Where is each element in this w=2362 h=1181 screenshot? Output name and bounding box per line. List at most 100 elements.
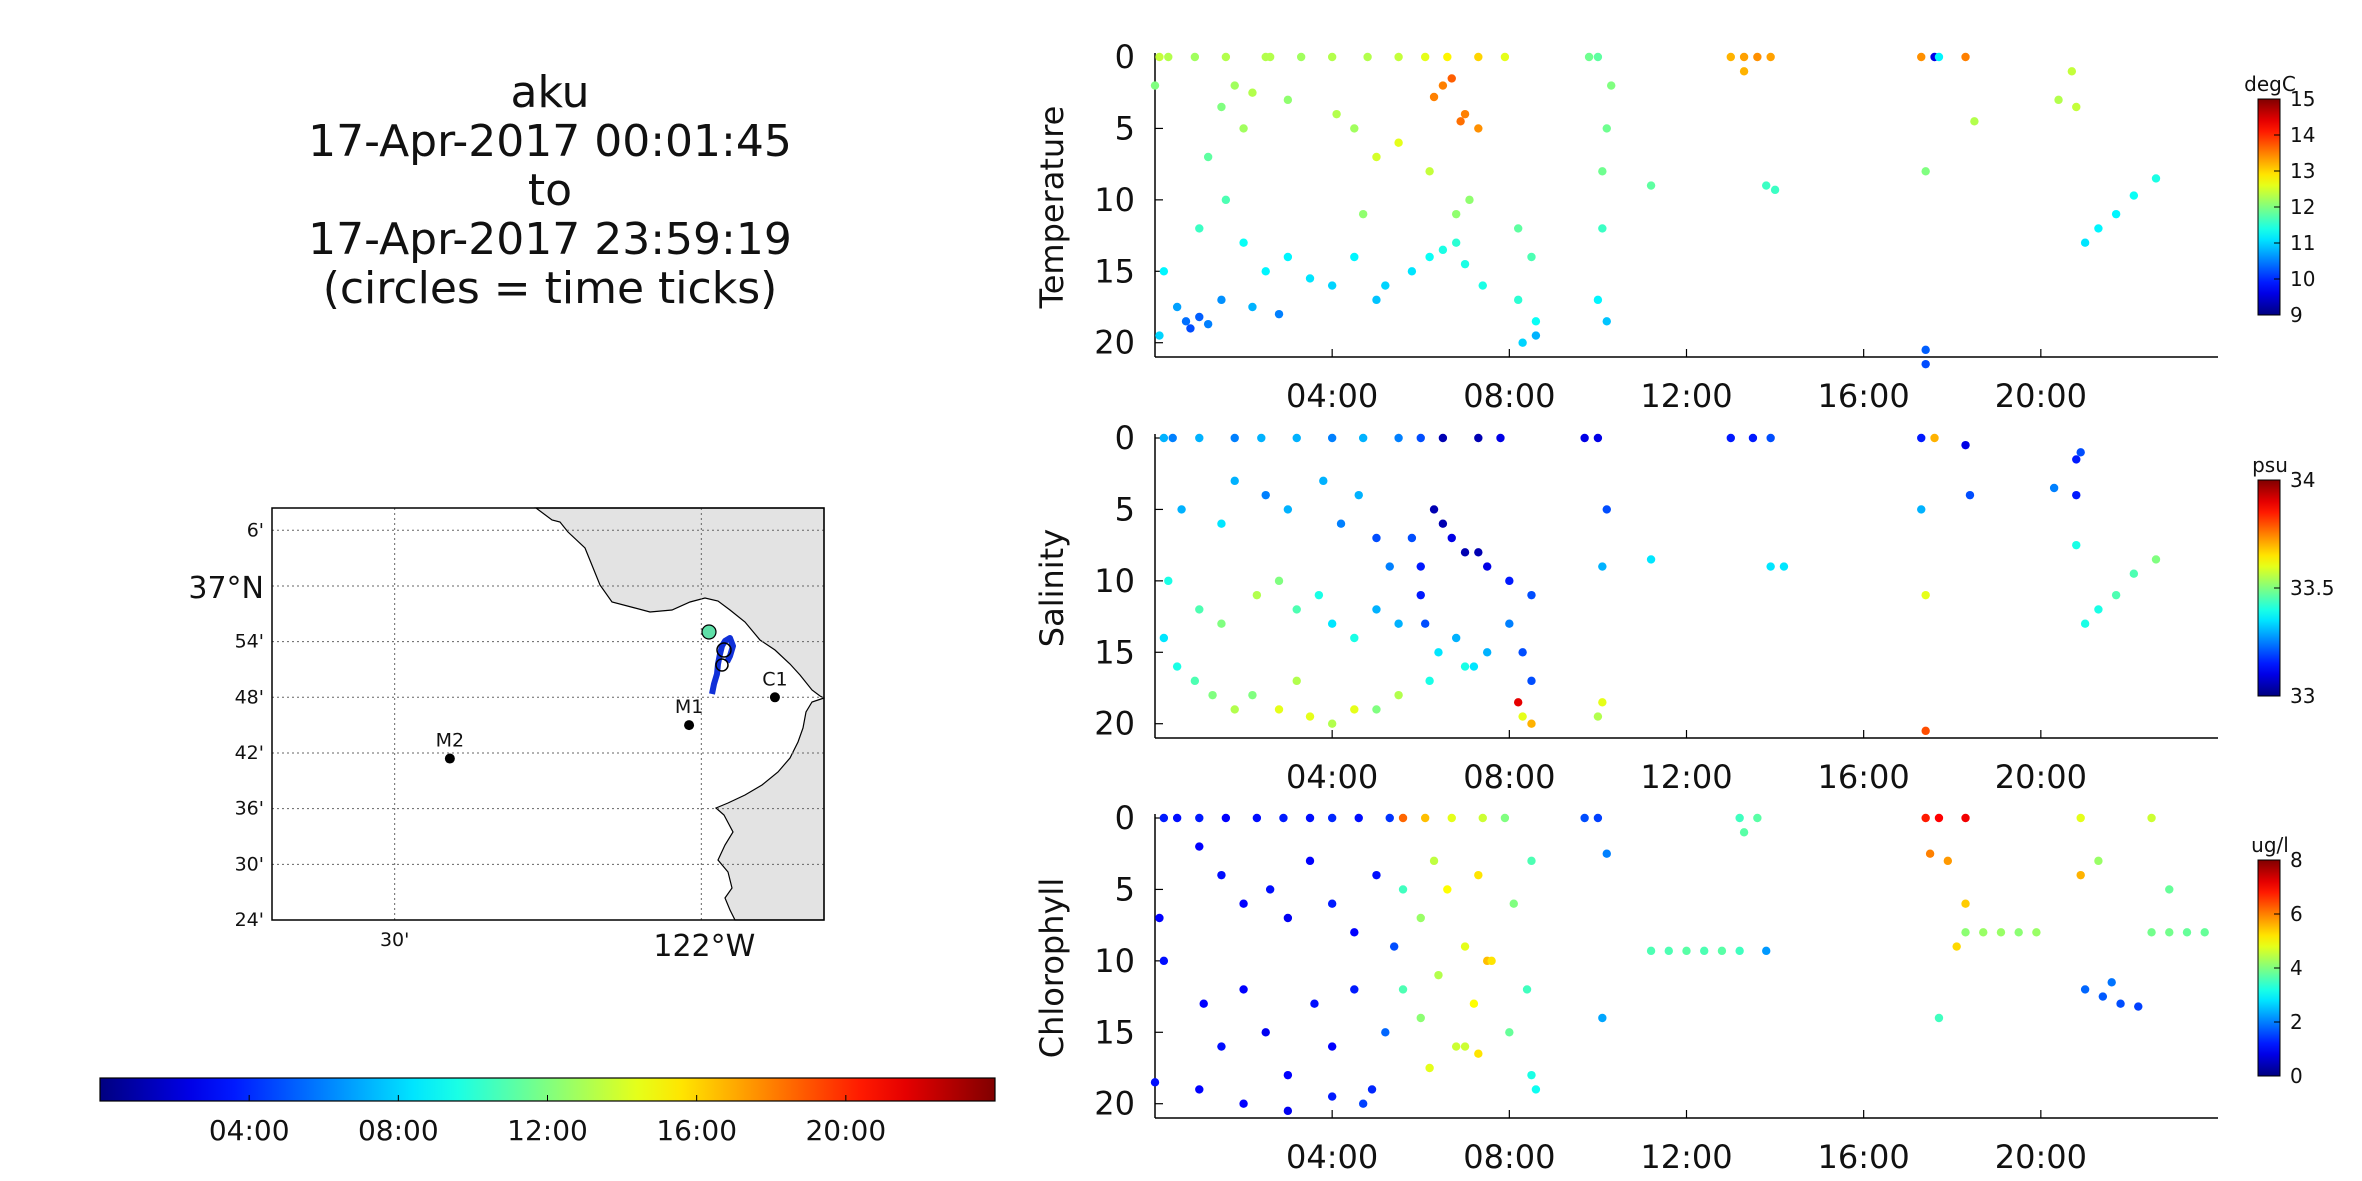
data-point [1327,433,1337,443]
data-point [1221,195,1231,205]
data-point [1279,813,1288,823]
data-point [1505,576,1514,586]
time-colorbar-tick-label: 08:00 [358,1114,439,1147]
x-tick-label: 20:00 [1995,377,2087,415]
data-point [1248,88,1257,97]
data-point [1372,295,1381,305]
data-point [1593,52,1603,62]
data-point [1602,849,1611,858]
data-point [1177,505,1186,514]
data-point [1500,52,1510,62]
colorbar-tick-label: 4 [2290,956,2303,980]
map-lat-label: 54' [235,631,264,653]
data-point [1327,719,1337,728]
data-point [2151,174,2161,183]
colorbar-unit: ug/l [2251,833,2289,857]
data-point [1447,533,1456,543]
map-lon-major-label: 122°W [653,929,755,964]
data-point [1164,576,1173,586]
data-point [1460,662,1470,671]
data-point [2182,928,2192,937]
data-point [1930,433,1939,443]
data-point [1283,1070,1293,1080]
data-point [1646,181,1656,190]
data-point [1438,433,1448,443]
data-point [1518,712,1527,721]
data-point [2094,605,2103,614]
data-point [1447,74,1456,83]
data-point [1248,302,1257,312]
data-point [1283,95,1293,105]
data-point [1917,505,1926,514]
y-tick-label: 10 [1094,181,1135,219]
track-start-marker [701,624,717,640]
data-point [2080,619,2090,628]
data-point [1159,633,1169,643]
data-point [1739,67,1749,76]
data-point [1598,698,1607,707]
data-point [1172,662,1182,671]
data-point [1682,946,1691,956]
data-point [1394,690,1403,700]
data-point [1239,1099,1248,1108]
data-point [1420,52,1430,62]
data-point [1416,562,1425,571]
data-point [1381,1028,1390,1037]
data-point [2054,95,2063,105]
map-frame [271,507,825,921]
data-point [1469,662,1479,671]
map-lat-label: 30' [235,853,264,875]
data-point [1252,813,1262,823]
data-point [1646,555,1656,564]
data-point [2116,999,2125,1008]
data-point [1389,942,1399,951]
data-point [1438,519,1448,528]
data-point [1292,605,1301,614]
data-point [1451,1042,1461,1051]
data-point [1155,913,1164,923]
y-tick-label: 0 [1115,799,1135,837]
data-point [1217,102,1226,112]
data-point [1593,712,1603,721]
data-point [1261,267,1270,276]
title-note: (circles = time ticks) [322,263,778,314]
data-point [1195,1085,1204,1094]
data-point [1327,899,1337,908]
data-point [1593,813,1603,823]
data-point [2107,978,2116,987]
data-point [1474,52,1483,62]
data-point [1460,109,1470,119]
data-point [1217,619,1226,628]
data-point [1350,633,1359,643]
data-point [1496,433,1505,443]
data-point [1394,619,1403,628]
data-point [1221,813,1231,823]
y-axis-label: Temperature [1033,106,1071,310]
data-point [1425,252,1434,262]
data-point [1598,224,1607,233]
data-point [1531,317,1541,326]
data-point [1283,913,1293,923]
data-point [1598,1013,1607,1023]
data-point [1420,813,1430,823]
data-point [1474,1049,1483,1058]
data-point [1195,842,1204,851]
data-point [1527,676,1536,686]
y-tick-label: 10 [1094,562,1135,600]
data-point [1965,490,1975,500]
data-point [2072,455,2081,464]
y-tick-label: 0 [1115,38,1135,76]
data-point [1425,1063,1434,1073]
y-tick-label: 20 [1094,1085,1135,1123]
data-point [1372,705,1381,714]
data-point [2080,238,2090,247]
data-point [1372,152,1381,162]
data-point [2072,102,2081,112]
time-tick-circle [716,642,732,658]
data-point [1416,1013,1425,1023]
y-tick-label: 15 [1094,1013,1135,1051]
data-point [1261,1028,1270,1037]
data-point [1762,181,1771,190]
data-point [1425,676,1434,686]
data-point [1602,317,1611,326]
